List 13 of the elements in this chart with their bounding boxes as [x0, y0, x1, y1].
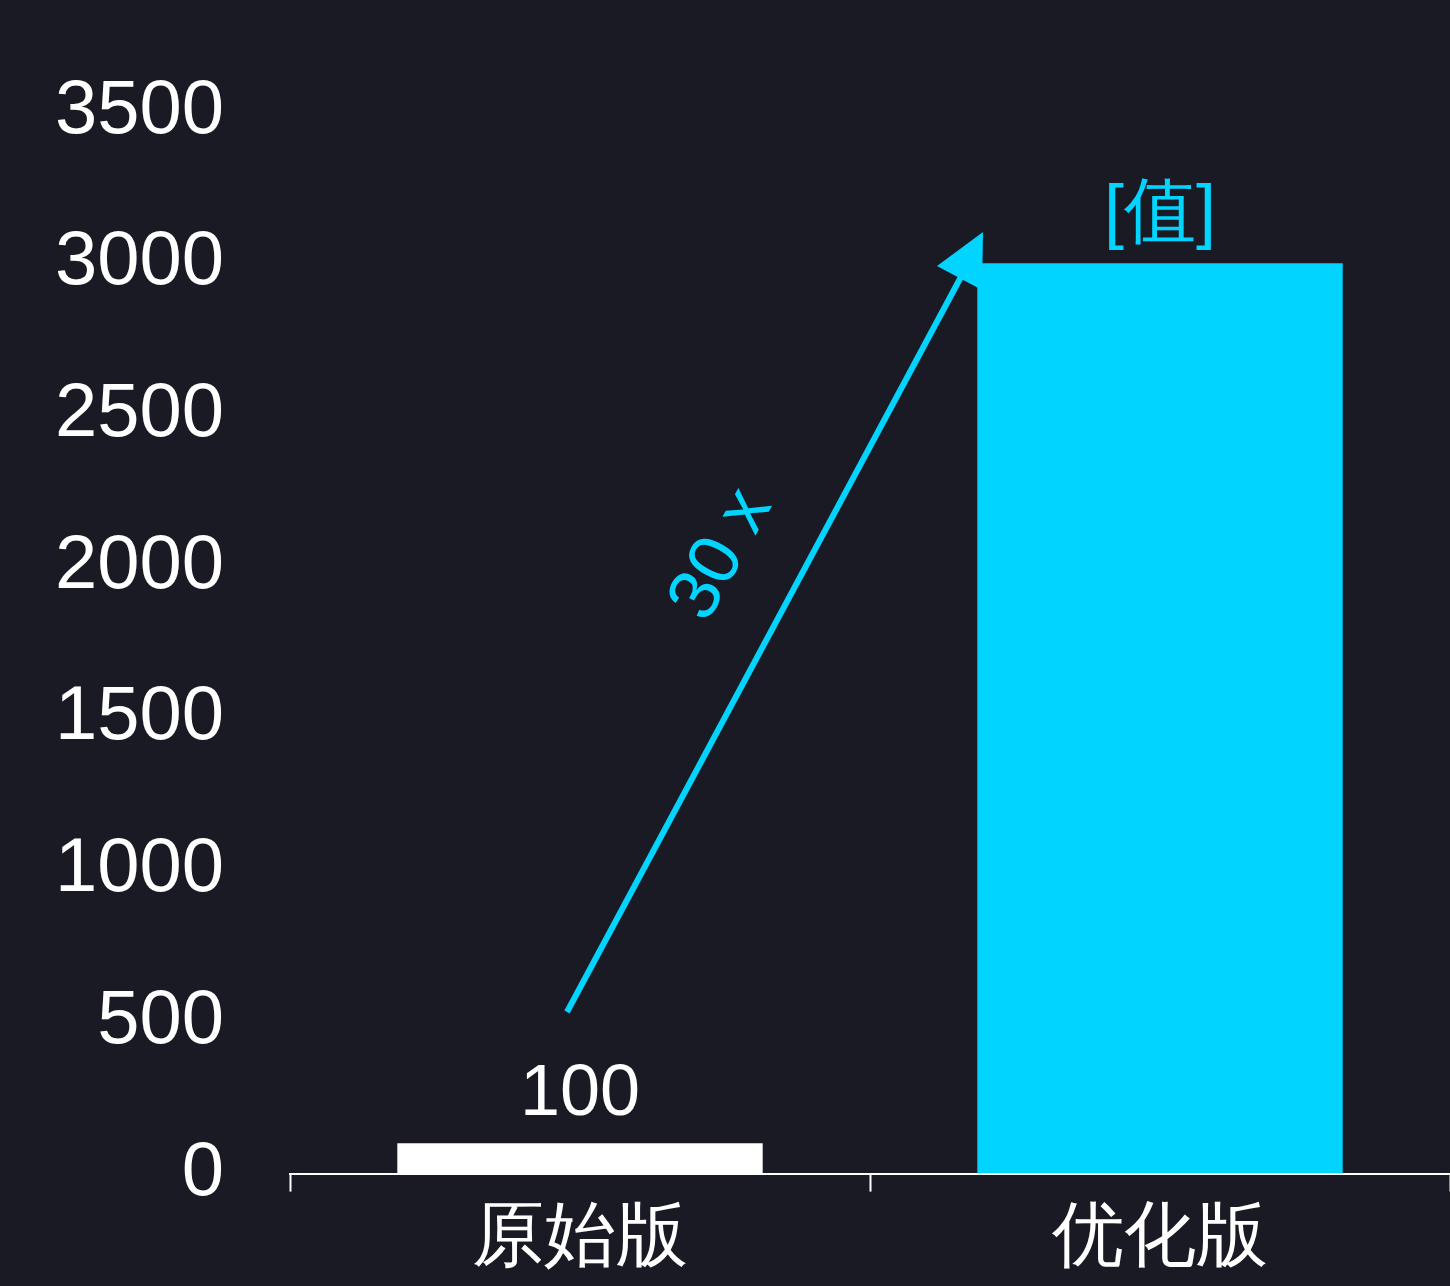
x-tick-label: 优化版	[1052, 1193, 1268, 1274]
y-tick-label: 3000	[54, 215, 224, 301]
y-tick-label: 1000	[54, 822, 224, 908]
y-tick-label: 2000	[54, 518, 224, 604]
data-label: 100	[519, 1050, 641, 1131]
y-tick-label: 0	[181, 1125, 224, 1211]
annotation: 30 x	[649, 473, 786, 632]
y-tick-label: 500	[97, 973, 224, 1059]
y-tick-label: 1500	[54, 670, 224, 756]
x-tick-label: 原始版	[472, 1193, 688, 1274]
y-tick-label: 2500	[54, 366, 224, 452]
y-tick-label: 3500	[54, 63, 224, 149]
data-label: [值]	[1103, 170, 1217, 251]
